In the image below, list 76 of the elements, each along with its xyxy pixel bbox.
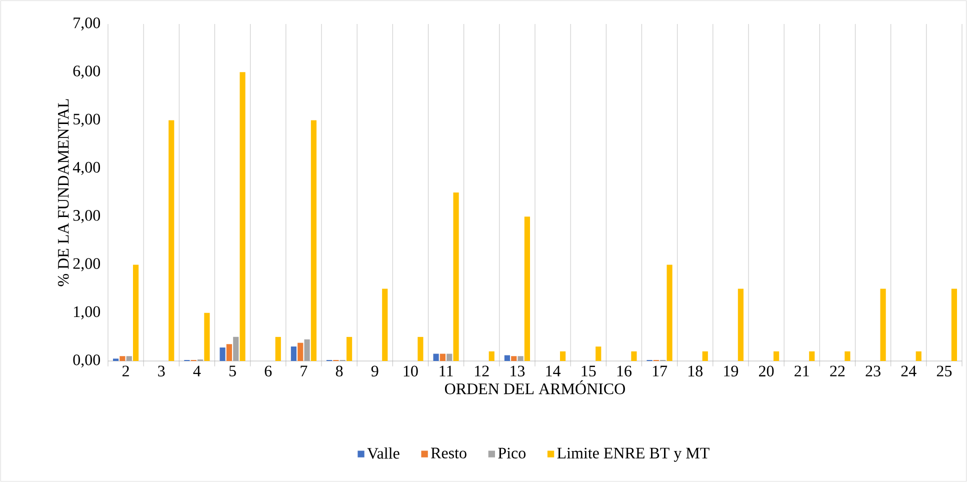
x-tick-label: 11 (440, 366, 453, 376)
bar (304, 339, 310, 361)
bar (226, 344, 232, 361)
x-tick-label: 7 (300, 366, 308, 376)
bar (382, 288, 388, 361)
y-tick-label: 1,00 (74, 306, 100, 320)
bar (132, 264, 139, 361)
legend-label: Resto (431, 448, 466, 458)
x-tick-label: 8 (336, 366, 343, 376)
bar (126, 356, 132, 361)
y-tick-label: 5,00 (74, 114, 100, 127)
x-tick-label: 24 (901, 366, 916, 376)
bar (298, 342, 304, 361)
bar (631, 351, 637, 361)
x-axis-title: ORDEN DEL ARMÓNICO (444, 380, 625, 394)
x-tick-label: 18 (688, 366, 703, 376)
bar (504, 355, 510, 361)
x-tick-label: 19 (724, 366, 738, 376)
bar (233, 336, 239, 361)
x-tick-label: 10 (404, 366, 418, 376)
bar (511, 356, 517, 361)
y-tick-label: 0,00 (73, 354, 100, 368)
bar (453, 192, 459, 361)
bar (560, 351, 566, 361)
bar (346, 336, 352, 361)
y-axis-title: % DE LA FUNDAMENTAL (58, 99, 69, 286)
bar (702, 351, 708, 361)
x-tick-label: 12 (475, 366, 489, 376)
x-tick-label: 14 (546, 366, 561, 376)
x-tick-label: 5 (229, 366, 236, 376)
bar (596, 346, 602, 361)
bar (240, 72, 246, 361)
bar (290, 346, 297, 361)
bar (518, 356, 524, 361)
bar (738, 288, 744, 361)
y-tick-label: 6,00 (73, 66, 100, 79)
y-tick-label: 7,00 (74, 17, 100, 31)
bar (120, 356, 126, 361)
x-tick-label: 17 (652, 366, 668, 376)
bar (524, 216, 530, 361)
legend-label: Valle (367, 447, 400, 459)
bar (433, 354, 439, 361)
x-tick-label: 23 (866, 366, 880, 376)
x-tick-label: 21 (794, 366, 809, 376)
bar (844, 351, 850, 361)
bar (916, 351, 922, 361)
legend-label: Limite ENRE BT y MT (557, 448, 710, 462)
bar (418, 336, 424, 361)
x-tick-label: 2 (122, 366, 129, 376)
x-tick-label: 13 (510, 366, 525, 376)
bar (951, 288, 958, 361)
bar (774, 351, 780, 361)
x-tick-label: 9 (371, 366, 378, 376)
bar (666, 264, 672, 361)
x-tick-label: 4 (193, 366, 201, 376)
x-tick-label: 15 (582, 366, 596, 376)
y-tick-label: 3,00 (73, 210, 100, 224)
x-tick-label: 6 (264, 366, 272, 376)
bar (446, 354, 452, 361)
y-tick-label: 2,00 (73, 258, 100, 272)
bar (168, 120, 174, 361)
y-tick-label: 4,00 (72, 162, 100, 175)
bar (440, 354, 446, 361)
x-tick-label: 16 (617, 366, 632, 376)
legend-label: Pico (498, 448, 526, 458)
bar (275, 336, 281, 361)
x-tick-label: 3 (158, 366, 165, 376)
x-tick-label: 25 (936, 366, 952, 376)
x-tick-label: 22 (830, 366, 845, 376)
x-tick-label: 20 (759, 366, 774, 376)
bar (204, 312, 210, 361)
bar (488, 351, 494, 361)
bar (220, 348, 226, 361)
bar (310, 120, 317, 361)
bar (809, 351, 815, 361)
bar (880, 288, 886, 361)
